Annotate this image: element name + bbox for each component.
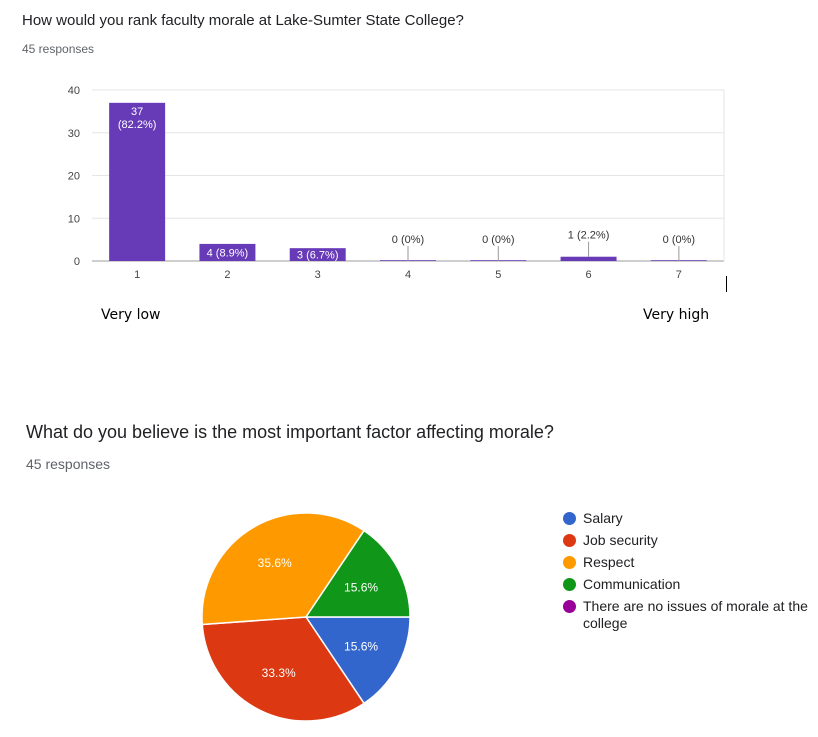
x-tick-label: 3: [315, 269, 321, 281]
pie-slice: [304, 616, 411, 705]
legend-swatch: [563, 512, 576, 525]
legend-item: Communication: [563, 576, 813, 593]
legend-swatch: [563, 556, 576, 569]
pie-slice-label: 15.6%: [344, 639, 378, 653]
pie-slice: [201, 616, 366, 722]
pie-chart-response-count: 45 responses: [26, 456, 111, 472]
data-label: 3 (6.7%): [297, 250, 339, 262]
legend-label: Salary: [583, 510, 623, 526]
x-tick-label: 2: [224, 269, 230, 281]
data-label: 4 (8.9%): [207, 247, 249, 259]
y-tick-label: 30: [68, 128, 80, 140]
legend-item: There are no issues of morale at the col…: [563, 598, 813, 632]
x-tick-label: 7: [676, 269, 682, 281]
legend-swatch: [563, 600, 576, 613]
bar: [289, 248, 346, 261]
legend-label: Respect: [583, 554, 635, 570]
legend-label: Job security: [583, 532, 658, 548]
pie-legend: Salary Job security Respect Communication Th…: [563, 510, 813, 637]
x-tick-label: 5: [495, 269, 501, 281]
bar: [560, 256, 617, 261]
data-label: 37: [131, 106, 143, 118]
bar-chart: 0 10 20 30 40 1 37(82.2%) 2 4 (8.9%) 3 3 (6.7%) 4 0 …: [68, 85, 725, 281]
pie-slice-label: 35.6%: [258, 556, 292, 570]
pie-slice: [201, 512, 366, 626]
pie-chart: 15.6% 33.3% 35.6% 15.6%: [201, 512, 411, 722]
pie-slice: [304, 529, 411, 618]
text-cursor: [726, 276, 727, 292]
data-label: 0 (0%): [482, 234, 514, 246]
pie-slice-label: 15.6%: [344, 581, 378, 595]
bar: [199, 243, 256, 261]
scale-high-label: Very high: [643, 307, 710, 323]
pie-slice-label: 33.3%: [262, 666, 296, 680]
scale-low-label: Very low: [101, 307, 161, 323]
x-tick-label: 1: [134, 269, 140, 281]
legend-label: There are no issues of morale at the col…: [583, 598, 808, 631]
legend-label: Communication: [583, 576, 681, 592]
bar: [109, 102, 166, 261]
legend-item: Job security: [563, 532, 813, 549]
pie-chart-title: What do you believe is the most importan…: [26, 422, 554, 442]
legend-swatch: [563, 534, 576, 547]
bar-chart-response-count: 45 responses: [22, 42, 95, 56]
y-tick-label: 10: [68, 213, 80, 225]
x-tick-label: 6: [586, 269, 592, 281]
legend-item: Respect: [563, 554, 813, 571]
data-label: (82.2%): [118, 119, 157, 131]
data-label: 0 (0%): [663, 234, 695, 246]
y-tick-label: 20: [68, 171, 80, 183]
y-tick-label: 40: [68, 85, 80, 97]
legend-item: Salary: [563, 510, 813, 527]
y-tick-label: 0: [74, 256, 80, 268]
data-label: 0 (0%): [392, 234, 424, 246]
data-label: 1 (2.2%): [568, 230, 610, 242]
bar-chart-title: How would you rank faculty morale at Lak…: [22, 12, 464, 29]
legend-swatch: [563, 578, 576, 591]
x-tick-label: 4: [405, 269, 411, 281]
